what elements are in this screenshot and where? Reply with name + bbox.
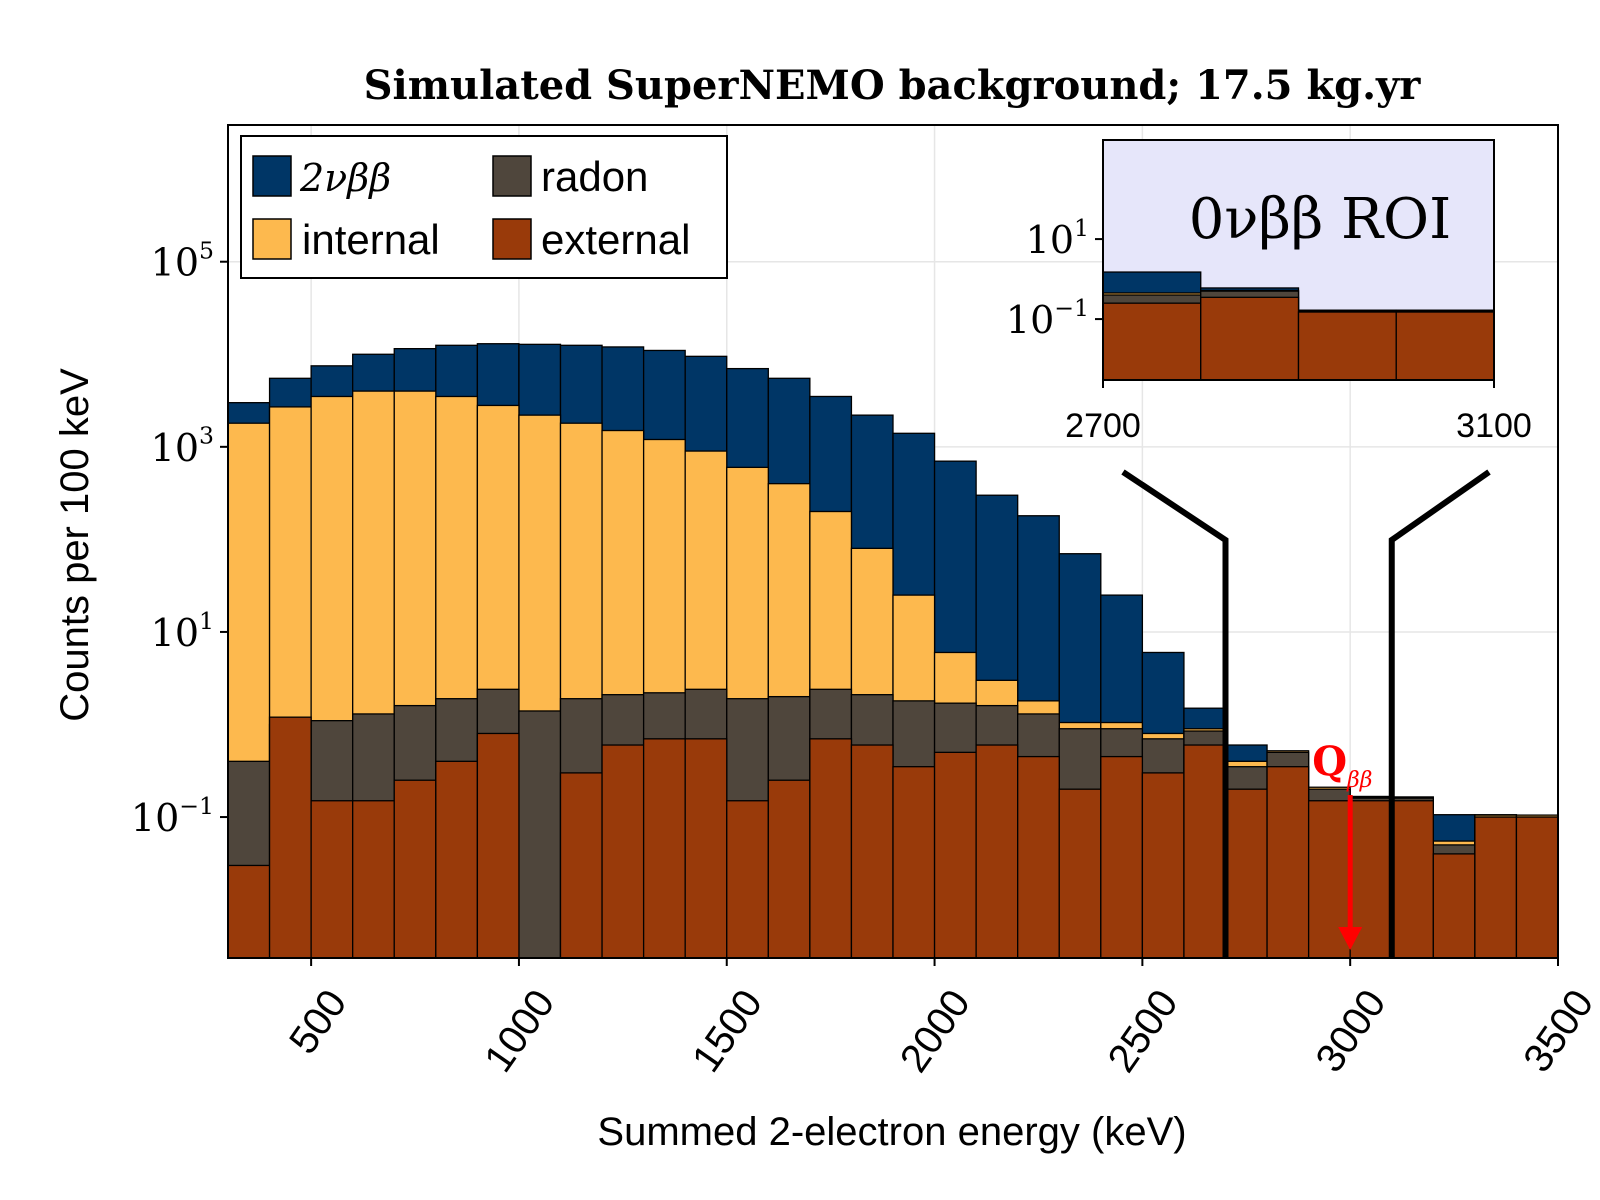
inset-roi-label: 0νββ ROI [1189,187,1451,252]
bar-external [1266,766,1310,959]
bar-external [601,744,645,959]
bar-external [393,779,437,959]
bar-external [476,732,520,959]
legend-label-2nbb: 2νββ [299,156,391,200]
bar-external [1224,788,1268,959]
bar-external [1141,772,1185,959]
legend-swatch-2nbb [252,155,292,197]
bar-radon [518,710,562,959]
roi-line-left [1121,469,1229,958]
bar-external [767,779,811,959]
qbb-label: Qββ [1312,738,1372,793]
inset-bar-external [1395,311,1495,381]
inset-series-external [1102,296,1495,381]
bar-external [1058,788,1102,959]
legend-label-radon: radon [541,153,648,200]
bar-external [1100,755,1144,959]
x-axis-label: Summed 2-electron energy (keV) [597,1110,1186,1154]
legend-frame [240,135,728,279]
y-tick-label: 105 [151,237,214,285]
bar-external [642,738,686,959]
roi-zoom-lines [1121,469,1491,958]
legend: 2νββ radon internal external [240,135,728,279]
roi-line-right [1388,469,1491,958]
bar-external [809,738,853,959]
inset-x-tick-label: 3100 [1456,407,1532,445]
bar-external [933,751,977,959]
legend-swatch-radon [492,155,532,197]
bar-external [559,772,603,959]
qbb-annotation: Qββ [1312,738,1372,950]
legend-label-internal: internal [302,216,440,263]
bar-external [1432,853,1476,959]
inset-plot-area: 10−1 101 2700 3100 [1006,139,1532,445]
bar-external [268,716,312,959]
legend-swatch-internal [252,218,292,260]
legend-swatch-external [492,218,532,260]
series-external [227,716,1559,959]
bar-external [352,800,395,959]
y-tick-label: 10−1 [131,792,214,840]
inset-axes-frame [1102,139,1495,381]
y-tick-label: 103 [151,422,214,470]
main-axes-frame [227,124,1559,959]
y-tick-label: 101 [151,607,214,655]
bar-external [227,864,271,959]
bar-external [726,800,769,959]
qbb-arrow-head [1338,927,1363,950]
legend-label-external: external [541,216,690,263]
inset-bar-external [1200,296,1300,381]
inset-y-tick-label: 101 [1026,214,1089,262]
y-axis-label: Counts per 100 keV [53,368,97,722]
bar-external [310,800,354,959]
bar-external [1017,755,1060,959]
bar-external [1515,816,1559,959]
bar-external [1474,816,1518,959]
bar-external [1183,744,1227,959]
bar-external [975,744,1019,959]
bar-external [1391,800,1434,959]
bar-external [892,766,936,959]
bar-external [850,744,894,959]
inset-bar-external [1102,302,1202,381]
bar-external [684,738,728,959]
inset-x-tick-label: 2700 [1065,407,1141,445]
inset-bar-external [1297,311,1397,381]
inset-y-tick-label: 10−1 [1006,294,1089,342]
bar-external [435,760,479,959]
chart-title: Simulated SuperNEMO background; 17.5 kg.… [364,62,1422,109]
